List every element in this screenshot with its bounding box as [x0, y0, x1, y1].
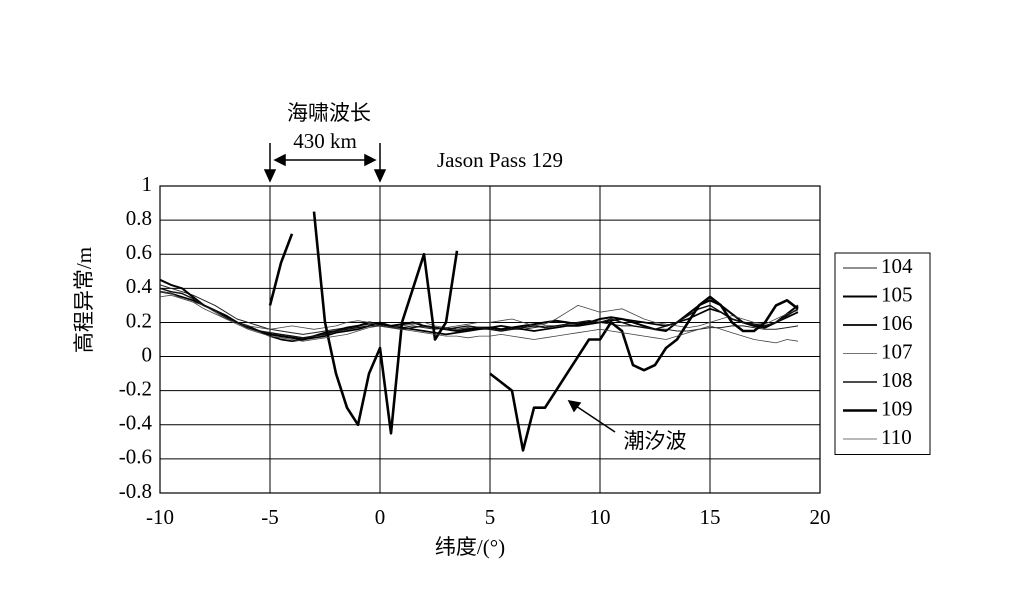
y-tick-label: 0.6	[126, 240, 152, 264]
legend-label: 104	[881, 254, 913, 278]
plot-frame	[159, 185, 821, 494]
series-line	[159, 291, 799, 344]
legend-label: 107	[881, 339, 913, 363]
x-tick-label: 5	[485, 505, 496, 529]
x-axis-label: 纬度/(°)	[435, 535, 505, 559]
series-line	[159, 290, 799, 343]
arrow-head	[263, 169, 277, 183]
y-tick-label: 0.4	[126, 274, 153, 298]
annotation: 430 km	[293, 129, 357, 153]
annotation: 海啸波长	[287, 101, 371, 125]
series-line	[268, 211, 799, 452]
legend-label: 106	[881, 311, 913, 335]
y-axis-label: 高程异常/m	[72, 247, 96, 353]
arrow	[575, 405, 616, 433]
arrow-head	[567, 399, 582, 413]
arrow-head	[364, 153, 377, 167]
arrow-head	[373, 169, 387, 183]
legend-label: 105	[881, 282, 913, 306]
x-tick-label: 0	[375, 505, 386, 529]
x-tick-label: 15	[700, 505, 721, 529]
y-tick-label: 0.2	[126, 308, 152, 332]
x-tick-label: 10	[590, 505, 611, 529]
annotation: 潮汐波	[624, 429, 687, 453]
y-tick-label: 0.8	[126, 206, 152, 230]
legend-label: 110	[881, 425, 912, 449]
series-line	[159, 294, 799, 330]
series-line	[159, 287, 799, 339]
chart-title: Jason Pass 129	[437, 148, 563, 172]
legend-label: 109	[881, 396, 913, 420]
y-tick-label: -0.8	[119, 479, 152, 503]
y-tick-label: 0	[142, 342, 153, 366]
x-tick-label: -5	[261, 505, 279, 529]
y-tick-label: -0.2	[119, 376, 152, 400]
x-tick-label: 20	[810, 505, 831, 529]
y-tick-label: 1	[142, 172, 153, 196]
y-tick-label: -0.4	[119, 411, 153, 435]
arrow-head	[273, 153, 286, 167]
x-tick-label: -10	[146, 505, 174, 529]
y-tick-label: -0.6	[119, 445, 152, 469]
annotation-arrows	[263, 143, 616, 433]
legend-label: 108	[881, 368, 913, 392]
